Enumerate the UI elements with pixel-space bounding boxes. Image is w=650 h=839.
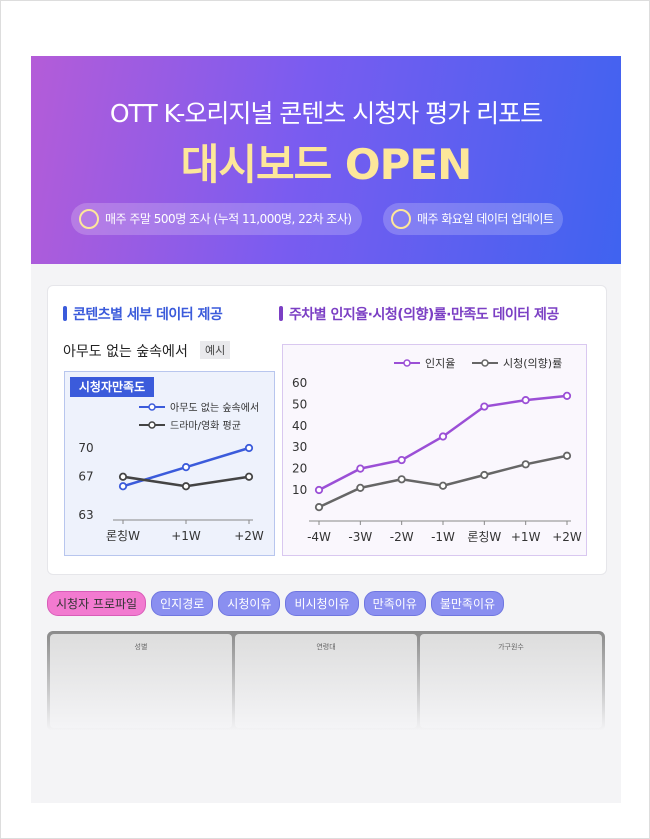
x-tick-label: +2W [234,529,264,543]
tab[interactable]: 인지경로 [151,591,214,616]
legend-marker [481,359,489,367]
point [181,463,191,472]
point [181,482,191,491]
badge: 매주 주말 500명 조사 (누적 11,000명, 22차 조사) [71,203,362,235]
x-tick-label: +1W [171,529,201,543]
point [314,503,324,512]
title: OTT K-오리지널 콘텐츠 시청자 평가 리포트 [109,99,543,128]
chart-title: 시청자만족도 [79,379,145,394]
point [244,443,254,453]
chart: 10 20 30 40 50 60 -4W -3W -2W -1W 론칭W +1W +2W 인지율 시청(의… [282,344,587,556]
tab[interactable]: 비시청이유 [285,591,359,616]
chart-title-box [70,377,154,397]
tab[interactable]: 만족이유 [363,591,426,616]
y-tick-label: 67 [78,470,93,484]
card: 콘텐츠별 세부 데이터 제공 주차별 인지율·시청(의향)률·만족도 데이터 제… [47,285,607,575]
tab[interactable]: 시청자 프로파일 [47,591,147,616]
x-tick-label: -1W [431,530,455,544]
heading: 콘텐츠별 세부 데이터 제공 [63,304,223,324]
x-tick-label: -3W [348,530,372,544]
tab[interactable]: 불만족이유 [430,591,505,616]
tab[interactable]: 시청이유 [218,591,281,616]
preview-card: 연령대 [235,634,417,728]
legend-marker [148,421,156,429]
point [438,432,448,441]
tabs: 시청자 프로파일 인지경로 시청이유 비시청이유 만족이유 불만족이유 [47,591,505,616]
point [562,391,572,400]
point [480,402,489,411]
content-title: 아무도 없는 숲속에서 [63,344,188,360]
preview-card: 성별 [50,634,232,728]
preview: 성별 연령대 가구원수 [47,631,605,731]
point [397,475,406,484]
legend-marker [148,403,156,411]
x-tick-label: +2W [552,530,582,544]
y-tick-label: 70 [78,441,93,455]
y-tick-label: 20 [292,462,307,476]
x-tick-label: -2W [390,530,414,544]
legend-label: 아무도 없는 숲속에서 [170,401,259,414]
x-tick-label: 론칭W [467,530,501,544]
x-tick-label: 론칭W [106,529,140,543]
point [397,455,406,465]
point [118,472,128,481]
badge: 매주 화요일 데이터 업데이트 [383,203,564,235]
headline: 대시보드 OPEN [180,140,473,189]
point [118,482,128,491]
legend-marker [403,359,411,367]
y-tick-label: 50 [292,397,307,411]
point [314,485,324,495]
tag: 예시 [200,341,231,359]
point [562,451,572,460]
legend-label: 드라마/영화 평균 [170,420,241,432]
legend-label: 시청(의향)률 [503,357,562,370]
banner: OTT K-오리지널 콘텐츠 시청자 평가 리포트 대시보드 OPEN 매주 주… [31,56,621,264]
point [356,483,365,492]
y-tick-label: 10 [292,483,307,497]
point [244,472,254,481]
point [438,481,448,490]
y-tick-label: 63 [78,508,93,522]
point [356,464,365,473]
x-tick-label: -4W [307,530,331,544]
x-tick-label: +1W [511,530,541,544]
point [521,396,530,405]
y-tick-label: 60 [292,376,307,390]
heading: 주차별 인지율·시청(의향)률·만족도 데이터 제공 [279,304,559,324]
y-tick-label: 40 [292,419,307,433]
y-tick-label: 30 [292,440,307,454]
legend-label: 인지율 [425,357,455,370]
content-area: 콘텐츠별 세부 데이터 제공 주차별 인지율·시청(의향)률·만족도 데이터 제… [31,264,621,803]
point [521,460,530,469]
point [480,470,489,480]
preview-card: 가구원수 [420,634,602,728]
